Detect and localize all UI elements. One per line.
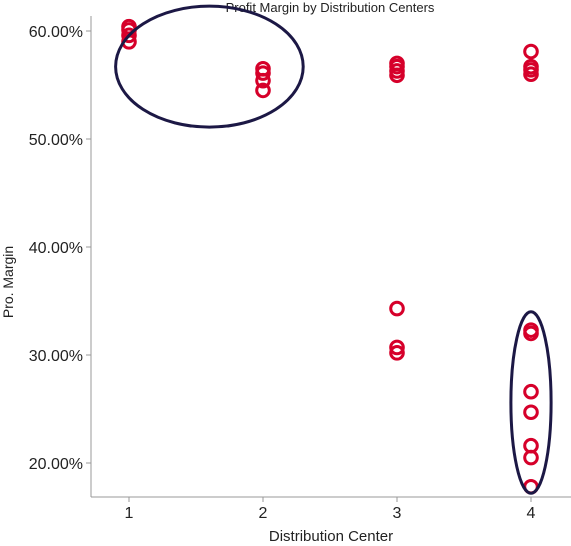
data-points	[121, 18, 539, 495]
annotation-ellipses	[114, 4, 553, 495]
x-tick-label: 1	[125, 505, 134, 522]
y-tick-label: 60.00%	[29, 24, 83, 41]
x-tick-label: 2	[259, 505, 268, 522]
data-point	[523, 449, 539, 466]
y-axis-title: Pro. Margin	[0, 246, 16, 318]
y-tick-label: 20.00%	[29, 456, 83, 473]
data-point	[389, 345, 405, 361]
data-point	[255, 65, 271, 81]
data-point	[121, 27, 137, 44]
y-axis-ticks: 20.00% 30.00% 40.00% 50.00% 60.00%	[29, 24, 91, 473]
data-point	[255, 82, 271, 99]
annotation-ellipse-1	[114, 4, 305, 129]
data-point	[389, 300, 405, 317]
axes	[90, 16, 571, 498]
data-point	[523, 66, 539, 82]
data-point	[523, 325, 539, 342]
chart-title: Profit Margin by Distribution Centers	[226, 0, 435, 15]
annotation-ellipse-2	[509, 310, 553, 495]
data-point	[523, 383, 539, 400]
x-axis-ticks: 1 2 3 4	[125, 497, 536, 522]
y-tick-label: 30.00%	[29, 348, 83, 365]
data-point	[523, 43, 539, 60]
data-point	[523, 404, 539, 421]
data-point	[255, 72, 271, 89]
y-tick-label: 50.00%	[29, 132, 83, 149]
x-tick-label: 3	[393, 505, 402, 522]
data-point	[389, 339, 405, 356]
y-tick-label: 40.00%	[29, 240, 83, 257]
x-axis-title: Distribution Center	[269, 528, 393, 545]
data-point	[389, 67, 405, 84]
x-tick-label: 4	[527, 505, 536, 522]
